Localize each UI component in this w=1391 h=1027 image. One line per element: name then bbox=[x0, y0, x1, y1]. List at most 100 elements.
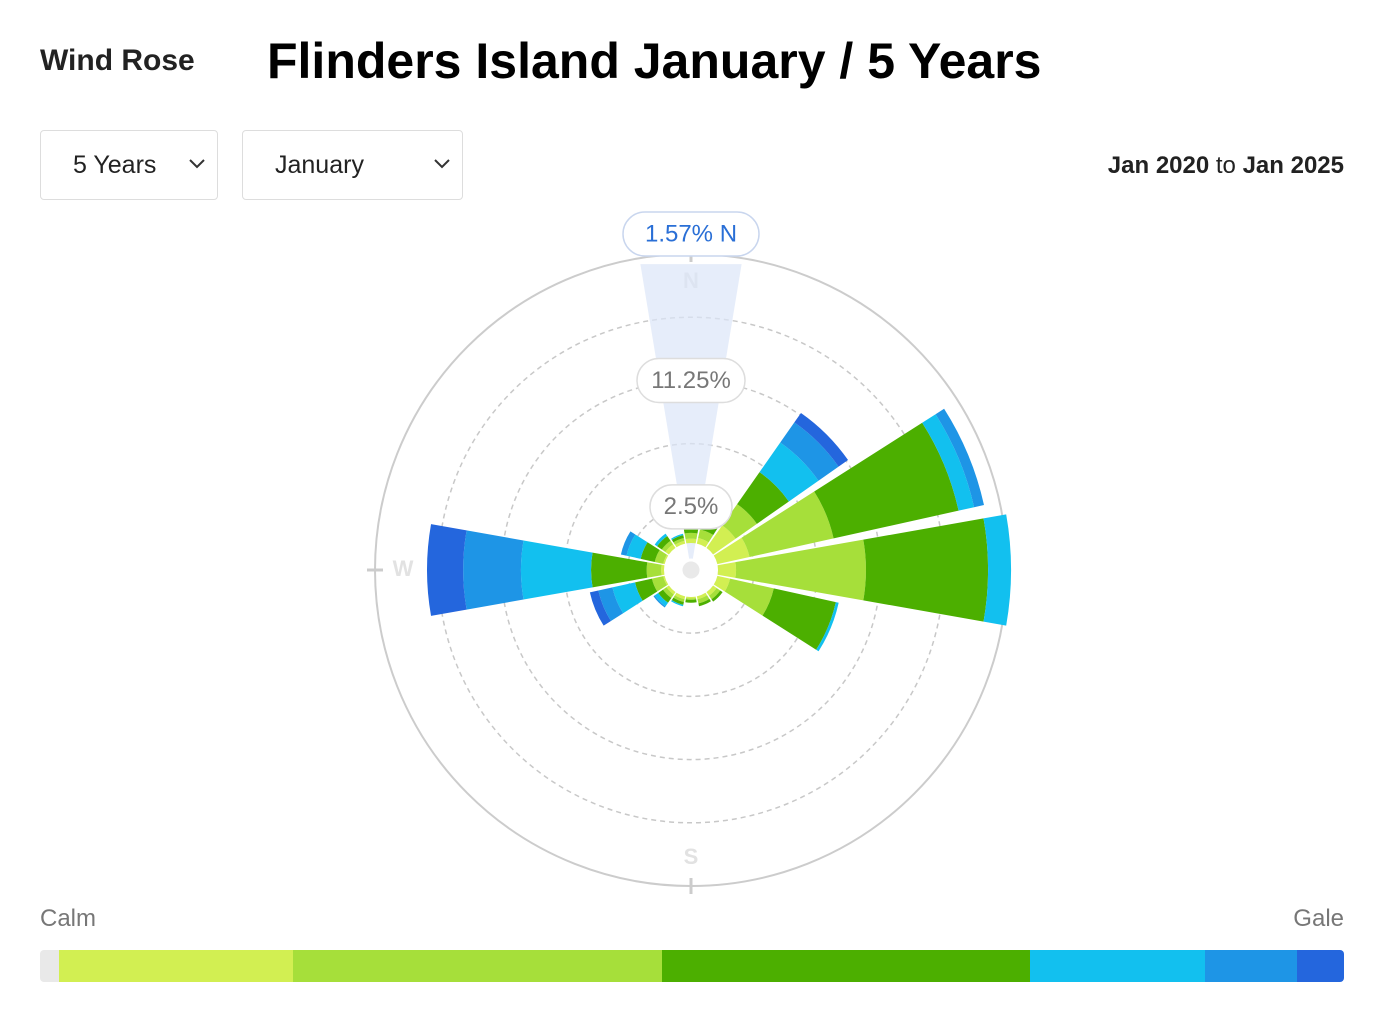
wedge-segment bbox=[706, 585, 717, 596]
chevron bbox=[189, 159, 205, 169]
wedge-segment bbox=[653, 595, 666, 608]
ring-label-text: 11.25% bbox=[651, 367, 731, 394]
legend-swatch bbox=[1205, 950, 1297, 982]
wedge-segment bbox=[671, 533, 684, 540]
legend-swatch bbox=[662, 950, 1030, 982]
wedge-segment bbox=[661, 540, 674, 553]
wedge-segment bbox=[674, 592, 686, 600]
wedge-segment bbox=[698, 598, 711, 607]
wedge-segment bbox=[737, 472, 789, 524]
wedge-segment bbox=[780, 422, 839, 481]
period-value: 5 Years bbox=[73, 150, 157, 179]
wedge-segment bbox=[626, 534, 648, 559]
tooltip-box bbox=[622, 211, 760, 257]
wedge-segment bbox=[671, 597, 684, 605]
wedge-segment bbox=[685, 598, 697, 600]
direction-label: W bbox=[393, 556, 414, 581]
wind-rose: NSW2.5%11.25%1.57% N bbox=[367, 211, 1012, 894]
legend bbox=[40, 950, 1344, 982]
wedge-segment bbox=[646, 562, 662, 578]
wedge-segment bbox=[706, 525, 736, 555]
wedge-segment bbox=[520, 540, 593, 600]
ring-label: 11.25% bbox=[636, 357, 746, 404]
wedge-segment bbox=[816, 602, 839, 652]
wedge-segment bbox=[665, 544, 676, 555]
wedge-segment bbox=[684, 532, 698, 540]
chart-title: Flinders Island January / 5 Years bbox=[267, 33, 1042, 89]
wedge-segment bbox=[673, 537, 685, 545]
wedge-segment bbox=[794, 412, 849, 467]
wedge-segment bbox=[711, 590, 723, 602]
wedge-segment bbox=[620, 531, 636, 556]
page-label: Wind Rose bbox=[40, 44, 195, 77]
wedge-segment bbox=[708, 587, 721, 600]
wedge-segment bbox=[762, 588, 836, 650]
wedge-segment bbox=[635, 578, 658, 601]
wedge-segment bbox=[661, 564, 665, 576]
wedge-segment bbox=[685, 538, 697, 544]
wedge-segment bbox=[717, 562, 737, 578]
wedge-segment bbox=[713, 537, 750, 565]
range-start: Jan 2020 bbox=[1107, 152, 1210, 179]
wedge-segment bbox=[685, 599, 697, 603]
ring-label: 2.5% bbox=[649, 484, 733, 530]
wedge-segment bbox=[724, 578, 774, 616]
wedge-segment bbox=[671, 600, 684, 607]
highlight-sector bbox=[640, 264, 742, 570]
wedge-segment bbox=[666, 585, 676, 595]
range-end: Jan 2025 bbox=[1242, 152, 1344, 179]
wedge-segment bbox=[662, 587, 674, 599]
ring-label-text: 2.5% bbox=[664, 493, 719, 520]
wedge-segment bbox=[671, 535, 684, 543]
wedge-segment bbox=[589, 590, 611, 626]
wedge-segment bbox=[427, 524, 467, 616]
wedge-segment bbox=[814, 422, 959, 539]
wedge-segment bbox=[598, 587, 624, 621]
month-value: January bbox=[275, 150, 364, 179]
wedge-segment bbox=[713, 575, 731, 592]
wedge-segment bbox=[663, 554, 669, 565]
wedge-segment bbox=[654, 533, 668, 547]
wedge-segment bbox=[654, 550, 668, 564]
wedge-segment bbox=[686, 596, 696, 599]
legend-swatch bbox=[293, 950, 662, 982]
month-select[interactable]: January bbox=[242, 130, 463, 200]
wedge-segment bbox=[722, 504, 757, 539]
chevron bbox=[434, 159, 450, 169]
ring-label-box bbox=[636, 357, 746, 404]
wedge-segment bbox=[673, 595, 685, 603]
date-range: Jan 2020 to Jan 2025 bbox=[1108, 152, 1344, 180]
direction-label: S bbox=[684, 844, 699, 869]
wedge-segment bbox=[922, 414, 975, 511]
legend-swatch bbox=[1030, 950, 1205, 982]
wedge-segment bbox=[658, 589, 672, 603]
legend-high: Gale bbox=[1293, 905, 1344, 932]
wedge-segment bbox=[935, 408, 984, 508]
wedge-segment bbox=[651, 576, 668, 592]
wedge-segment bbox=[696, 537, 709, 548]
wedge-segment bbox=[759, 442, 819, 502]
legend-low: Calm bbox=[40, 905, 97, 932]
wedge-segment bbox=[654, 592, 669, 607]
legend-swatch bbox=[40, 950, 59, 982]
legend-swatch bbox=[1297, 950, 1344, 982]
wedge-segment bbox=[663, 575, 669, 586]
wedge-segment bbox=[735, 539, 866, 601]
wedge-segment bbox=[696, 592, 708, 600]
range-joiner: to bbox=[1215, 152, 1236, 179]
period-select[interactable]: 5 Years bbox=[40, 130, 218, 200]
calm-center bbox=[679, 558, 703, 582]
tooltip-text: 1.57% N bbox=[645, 220, 737, 247]
wedge-segment bbox=[463, 530, 524, 610]
wedge-segment bbox=[697, 595, 710, 604]
wedge-segment bbox=[674, 540, 686, 548]
ring-label-box bbox=[649, 484, 733, 530]
wedge-segment bbox=[983, 514, 1012, 626]
wedge-segment bbox=[657, 536, 671, 550]
wedge-segment bbox=[741, 491, 834, 558]
wedge-segment bbox=[612, 582, 643, 614]
wedge-segment bbox=[591, 552, 648, 588]
wedge-segment bbox=[863, 518, 989, 622]
wedge-segment bbox=[698, 529, 714, 543]
